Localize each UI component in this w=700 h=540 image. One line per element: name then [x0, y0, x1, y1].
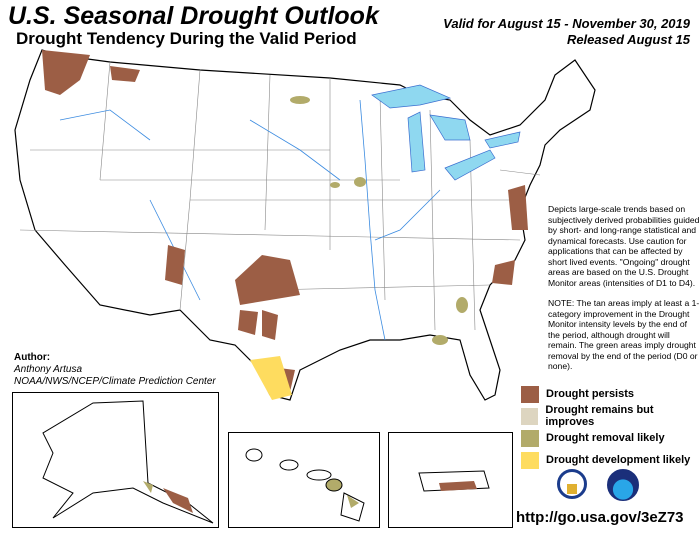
- author-org: NOAA/NWS/NCEP/Climate Prediction Center: [14, 376, 216, 387]
- author-label: Author:: [14, 352, 51, 363]
- puerto-rico-inset: [388, 432, 513, 528]
- legend-swatch: [521, 429, 539, 447]
- outlook-url[interactable]: http://go.usa.gov/3eZ73: [516, 509, 684, 526]
- legend-swatch: [521, 451, 539, 469]
- description-para-1: Depicts large-scale trends based on subj…: [548, 204, 700, 288]
- hawaii-map: [245, 448, 365, 522]
- legend-label: Drought remains but improves: [545, 404, 654, 428]
- legend: Drought persists Drought remains but imp…: [521, 383, 700, 471]
- alaska-inset: [12, 392, 219, 528]
- legend-item-removal: Drought removal likely: [521, 427, 700, 449]
- legend-label: Drought persists: [546, 388, 635, 400]
- map-subtitle: Drought Tendency During the Valid Period: [16, 29, 357, 48]
- legend-item-persists: Drought persists: [521, 383, 700, 405]
- description-text: Depicts large-scale trends based on subj…: [548, 204, 700, 382]
- author-block: Author: Anthony Artusa NOAA/NWS/NCEP/Cli…: [14, 352, 216, 388]
- noaa-logo-icon: [607, 469, 639, 501]
- valid-period: Valid for August 15 - November 30, 2019 …: [443, 16, 690, 48]
- legend-item-development: Drought development likely: [521, 449, 700, 471]
- hawaii-inset: [228, 432, 380, 528]
- legend-swatch: [521, 407, 539, 425]
- puerto-rico-map: [418, 470, 490, 492]
- legend-label: Drought development likely: [546, 454, 691, 466]
- alaska-map: [42, 400, 214, 524]
- drought-persists-areas: [42, 50, 528, 395]
- description-para-2: NOTE: The tan areas imply at least a 1-c…: [548, 298, 700, 371]
- legend-label: Drought removal likely: [546, 432, 665, 444]
- author-name: Anthony Artusa: [14, 364, 83, 375]
- drought-removal-areas: [290, 96, 468, 345]
- legend-item-improves: Drought remains but improves: [521, 404, 700, 428]
- release-date: Released August 15: [566, 32, 690, 47]
- logos: [557, 469, 639, 501]
- doc-seal-icon: [557, 469, 587, 499]
- valid-dates: Valid for August 15 - November 30, 2019: [443, 16, 690, 31]
- great-lakes: [371, 84, 521, 181]
- map-title: U.S. Seasonal Drought Outlook: [8, 2, 379, 30]
- drought-development-areas: [250, 356, 292, 400]
- state-borders: [19, 61, 541, 331]
- legend-swatch: [521, 385, 539, 403]
